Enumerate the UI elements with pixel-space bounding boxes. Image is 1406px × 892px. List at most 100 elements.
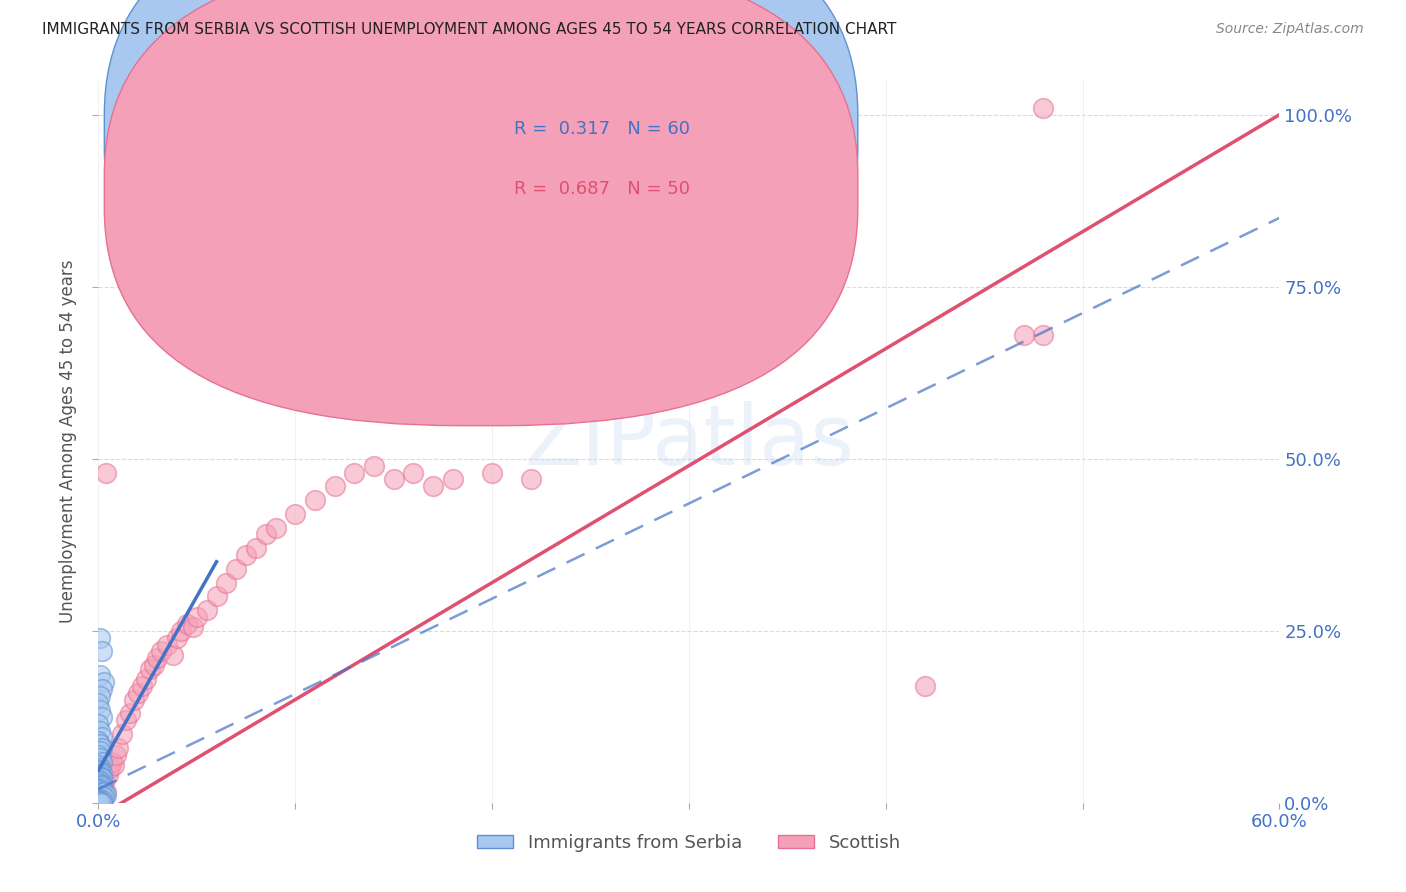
Point	[170, 624, 193, 638]
Point	[91, 782, 114, 797]
Point	[91, 778, 114, 792]
Point	[127, 686, 149, 700]
Point	[91, 789, 114, 803]
Point	[89, 785, 111, 799]
Point	[87, 772, 110, 787]
Point	[138, 662, 160, 676]
Point	[441, 472, 464, 486]
Point	[89, 689, 111, 703]
Point	[89, 703, 111, 717]
Point	[91, 682, 114, 697]
Point	[304, 493, 326, 508]
Point	[135, 672, 157, 686]
Point	[91, 796, 114, 810]
Point	[91, 786, 114, 800]
Point	[1032, 101, 1054, 115]
Point	[343, 466, 366, 480]
Text: IMMIGRANTS FROM SERBIA VS SCOTTISH UNEMPLOYMENT AMONG AGES 45 TO 54 YEARS CORREL: IMMIGRANTS FROM SERBIA VS SCOTTISH UNEMP…	[42, 22, 897, 37]
Point	[87, 716, 110, 731]
Point	[91, 755, 114, 769]
Point	[122, 692, 145, 706]
Point	[323, 479, 346, 493]
Text: Source: ZipAtlas.com: Source: ZipAtlas.com	[1216, 22, 1364, 37]
Point	[89, 791, 111, 805]
Point	[1032, 327, 1054, 342]
Point	[87, 758, 110, 772]
Point	[87, 763, 110, 777]
Point	[89, 789, 111, 804]
Point	[91, 791, 114, 805]
Point	[89, 788, 111, 802]
Point	[87, 775, 110, 789]
Point	[235, 548, 257, 562]
Point	[89, 744, 111, 758]
Point	[89, 782, 111, 797]
Point	[87, 768, 110, 782]
Point	[91, 740, 114, 755]
Point	[225, 562, 247, 576]
Point	[101, 755, 124, 769]
Point	[264, 520, 287, 534]
Point	[156, 638, 179, 652]
Point	[363, 458, 385, 473]
Point	[89, 779, 111, 793]
Point	[402, 466, 425, 480]
Point	[131, 679, 153, 693]
Point	[96, 788, 118, 802]
Point	[118, 706, 141, 721]
FancyBboxPatch shape	[104, 0, 858, 425]
Point	[481, 466, 503, 480]
Point	[284, 507, 307, 521]
Point	[142, 658, 165, 673]
Point	[422, 479, 444, 493]
Point	[245, 541, 267, 556]
Point	[111, 727, 134, 741]
Point	[186, 610, 208, 624]
Point	[87, 790, 110, 805]
FancyBboxPatch shape	[441, 95, 796, 228]
Point	[93, 775, 115, 789]
Point	[146, 651, 169, 665]
Text: R =  0.317   N = 60: R = 0.317 N = 60	[515, 120, 690, 138]
Point	[914, 679, 936, 693]
Point	[89, 792, 111, 806]
Text: ZIPatlas: ZIPatlas	[524, 401, 853, 482]
Point	[91, 765, 114, 780]
Point	[89, 776, 111, 790]
Point	[87, 794, 110, 808]
Point	[520, 472, 543, 486]
Point	[176, 616, 198, 631]
Point	[115, 713, 138, 727]
Point	[195, 603, 218, 617]
Y-axis label: Unemployment Among Ages 45 to 54 years: Unemployment Among Ages 45 to 54 years	[59, 260, 77, 624]
Point	[89, 794, 111, 808]
Point	[89, 770, 111, 784]
Point	[96, 785, 118, 799]
Text: R =  0.687   N = 50: R = 0.687 N = 50	[515, 179, 690, 198]
Point	[205, 590, 228, 604]
Point	[89, 767, 111, 781]
Point	[91, 731, 114, 745]
Point	[91, 771, 114, 785]
Point	[87, 696, 110, 710]
Point	[87, 783, 110, 797]
Point	[107, 740, 129, 755]
Point	[89, 737, 111, 751]
Point	[150, 644, 173, 658]
Point	[87, 747, 110, 762]
Point	[93, 790, 115, 805]
Point	[166, 631, 188, 645]
Point	[89, 723, 111, 738]
Point	[87, 780, 110, 795]
Point	[89, 631, 111, 645]
Point	[89, 795, 111, 809]
Point	[87, 793, 110, 807]
Point	[103, 758, 125, 772]
Point	[215, 575, 238, 590]
Legend: Immigrants from Serbia, Scottish: Immigrants from Serbia, Scottish	[470, 826, 908, 859]
Point	[98, 761, 121, 775]
Point	[89, 751, 111, 765]
Point	[93, 675, 115, 690]
Point	[181, 620, 204, 634]
Point	[1012, 327, 1035, 342]
